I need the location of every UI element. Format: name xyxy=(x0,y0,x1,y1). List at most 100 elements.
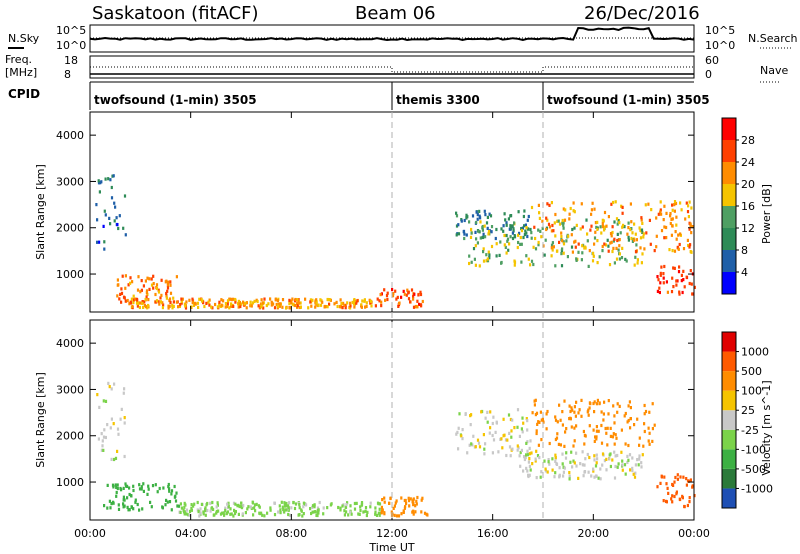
heatmap-cell xyxy=(685,477,688,481)
heatmap-cell xyxy=(537,203,540,207)
heatmap-cell xyxy=(139,290,142,294)
nsearch-tick-bottom: 10^0 xyxy=(705,39,735,52)
heatmap-cell xyxy=(468,443,471,447)
heatmap-cell xyxy=(537,420,540,424)
heatmap-cell xyxy=(689,250,692,254)
heatmap-cell xyxy=(161,301,164,305)
heatmap-cell xyxy=(636,458,639,462)
heatmap-cell xyxy=(612,200,615,205)
heatmap-cell xyxy=(287,512,290,517)
heatmap-cell xyxy=(539,229,542,233)
heatmap-cell xyxy=(629,406,632,410)
heatmap-cell xyxy=(524,223,527,227)
heatmap-cell xyxy=(122,226,125,230)
heatmap-cell xyxy=(253,506,256,510)
heatmap-cell xyxy=(294,502,298,506)
heatmap-cell xyxy=(414,510,417,514)
heatmap-cell xyxy=(100,432,103,436)
heatmap-cell xyxy=(638,226,641,230)
heatmap-cell xyxy=(204,513,207,517)
heatmap-cell xyxy=(164,280,167,284)
heatmap-cell xyxy=(587,264,590,268)
heatmap-cell xyxy=(612,239,615,243)
heatmap-cell xyxy=(554,456,557,460)
heatmap-cell xyxy=(193,502,196,506)
heatmap-cell xyxy=(609,241,612,245)
heatmap-cell xyxy=(244,511,247,515)
heatmap-cell xyxy=(293,303,296,308)
heatmap-cell xyxy=(335,300,338,304)
heatmap-cell xyxy=(513,263,516,267)
heatmap-cell xyxy=(627,458,630,462)
heatmap-cell xyxy=(593,439,596,443)
heatmap-cell xyxy=(292,500,295,505)
heatmap-cell xyxy=(122,505,125,509)
heatmap-cell xyxy=(124,299,127,303)
heatmap-cell xyxy=(140,279,143,283)
heatmap-cell xyxy=(419,292,423,297)
heatmap-cell xyxy=(113,457,116,462)
heatmap-cell xyxy=(476,217,479,221)
heatmap-cell xyxy=(600,441,604,445)
heatmap-cell xyxy=(613,414,616,418)
heatmap-cell xyxy=(345,503,348,507)
heatmap-cell xyxy=(546,202,549,206)
heatmap-cell xyxy=(480,410,483,414)
heatmap-cell xyxy=(554,234,557,238)
heatmap-cell xyxy=(226,502,229,506)
heatmap-cell xyxy=(568,471,571,475)
heatmap-cell xyxy=(622,223,625,227)
heatmap-cell xyxy=(618,238,621,242)
heatmap-cell xyxy=(395,297,398,301)
heatmap-cell xyxy=(237,305,240,309)
heatmap-cell xyxy=(667,491,670,495)
heatmap-cell xyxy=(671,276,674,280)
heatmap-cell xyxy=(394,501,397,505)
heatmap-cell xyxy=(662,499,665,503)
heatmap-cell xyxy=(599,225,602,229)
heatmap-cell xyxy=(572,459,575,463)
heatmap-cell xyxy=(283,503,287,507)
heatmap-cell xyxy=(479,220,482,224)
heatmap-cell xyxy=(100,180,103,184)
heatmap-cell xyxy=(677,270,681,274)
heatmap-cell xyxy=(355,501,358,505)
heatmap-cell xyxy=(256,299,259,304)
heatmap-cell xyxy=(689,224,692,228)
colorbar-tick-label: 28 xyxy=(741,134,755,147)
heatmap-cell xyxy=(556,420,559,424)
heatmap-cell xyxy=(385,294,389,298)
heatmap-cell xyxy=(689,269,692,273)
heatmap-cell xyxy=(506,239,509,243)
heatmap-cell xyxy=(171,306,174,310)
heatmap-cell xyxy=(671,249,674,253)
heatmap-cell xyxy=(578,408,581,412)
heatmap-cell xyxy=(157,288,160,292)
heatmap-cell xyxy=(486,257,489,261)
heatmap-cell xyxy=(344,306,347,310)
heatmap-cell xyxy=(634,471,637,475)
heatmap-cell xyxy=(157,300,160,304)
heatmap-cell xyxy=(169,283,172,287)
heatmap-cell xyxy=(287,506,290,510)
heatmap-cell xyxy=(605,468,608,472)
heatmap-cell xyxy=(150,505,153,509)
heatmap-cell xyxy=(562,242,566,246)
heatmap-cell xyxy=(341,306,344,310)
heatmap-cell xyxy=(364,509,367,513)
heatmap-cell xyxy=(245,306,248,310)
heatmap-cell xyxy=(624,442,627,446)
heatmap-cell xyxy=(582,474,585,478)
heatmap-cell xyxy=(131,280,134,284)
heatmap-cell xyxy=(416,299,419,303)
heatmap-cell xyxy=(627,235,630,239)
heatmap-cell xyxy=(564,456,568,460)
heatmap-cell xyxy=(197,305,200,309)
heatmap-cell xyxy=(559,418,562,422)
heatmap-cell xyxy=(101,444,104,448)
heatmap-cell xyxy=(205,301,208,305)
heatmap-cell xyxy=(513,259,516,263)
heatmap-cell xyxy=(165,291,168,296)
freq-unit: [MHz] xyxy=(5,66,37,79)
heatmap-cell xyxy=(568,474,571,478)
